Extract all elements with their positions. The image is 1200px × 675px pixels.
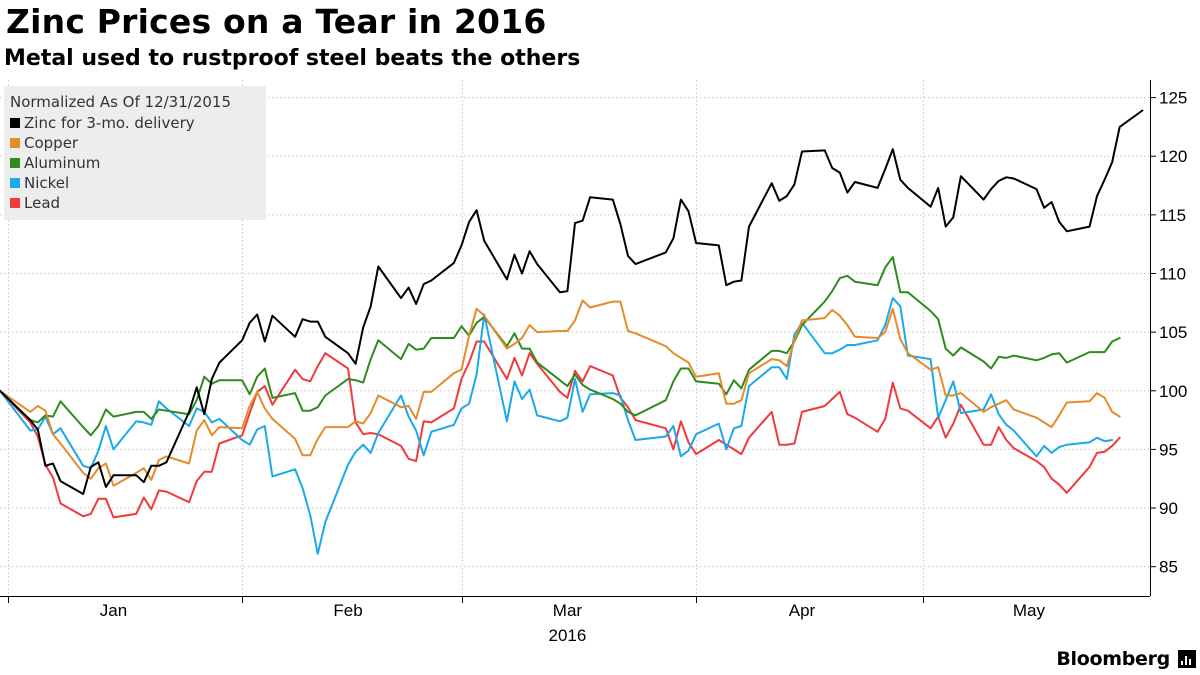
bloomberg-terminal-icon bbox=[1178, 650, 1196, 668]
legend-item: Copper bbox=[10, 133, 78, 153]
x-tick-label: Feb bbox=[333, 601, 362, 620]
series-line-lead bbox=[0, 340, 1121, 519]
y-tick-label: 120 bbox=[1159, 147, 1187, 166]
series-line-aluminum bbox=[0, 256, 1121, 437]
series-line-copper bbox=[0, 299, 1121, 487]
x-axis-label: 2016 bbox=[549, 626, 587, 645]
y-tick-label: 95 bbox=[1159, 440, 1178, 459]
legend-label: Nickel bbox=[24, 174, 70, 192]
x-tick-label: Jan bbox=[100, 601, 127, 620]
legend-label: Lead bbox=[24, 194, 61, 212]
legend-item: Zinc for 3-mo. delivery bbox=[10, 113, 195, 133]
legend-swatch bbox=[10, 178, 20, 188]
legend-label: Copper bbox=[24, 134, 79, 152]
y-tick-label: 100 bbox=[1159, 382, 1187, 401]
y-tick-label: 115 bbox=[1159, 206, 1186, 225]
legend-item: Aluminum bbox=[10, 153, 100, 173]
x-tick-label: Apr bbox=[789, 601, 816, 620]
legend-swatch bbox=[10, 158, 20, 168]
chart-title: Zinc Prices on a Tear in 2016 bbox=[6, 2, 547, 41]
series-lines bbox=[0, 109, 1144, 555]
series-line-zinc bbox=[0, 109, 1144, 495]
legend-label: Zinc for 3-mo. delivery bbox=[24, 114, 195, 132]
axes: 85 90 95 100 105 110 115 120 125 Jan Feb Mar Apr May 2… bbox=[0, 80, 1187, 645]
legend-swatch bbox=[10, 138, 20, 148]
legend-swatch bbox=[10, 118, 20, 128]
y-tick-label: 90 bbox=[1159, 499, 1178, 518]
x-tick-label: May bbox=[1013, 601, 1046, 620]
y-tick-label: 85 bbox=[1159, 558, 1178, 577]
y-tick-label: 110 bbox=[1159, 265, 1186, 284]
legend-title: Normalized As Of 12/31/2015 bbox=[10, 93, 231, 111]
legend-item: Lead bbox=[10, 193, 60, 213]
bloomberg-logo: Bloomberg bbox=[1056, 648, 1170, 670]
chart-subtitle: Metal used to rustproof steel beats the … bbox=[4, 46, 581, 71]
y-tick-label: 105 bbox=[1159, 323, 1187, 342]
legend-item: Nickel bbox=[10, 173, 69, 193]
series-line-nickel bbox=[0, 297, 1114, 555]
x-tick-label: Mar bbox=[553, 601, 583, 620]
legend-label: Aluminum bbox=[24, 154, 101, 172]
legend-swatch bbox=[10, 198, 20, 208]
legend: Normalized As Of 12/31/2015 Zinc for 3-m… bbox=[4, 86, 266, 220]
y-tick-label: 125 bbox=[1159, 89, 1187, 108]
